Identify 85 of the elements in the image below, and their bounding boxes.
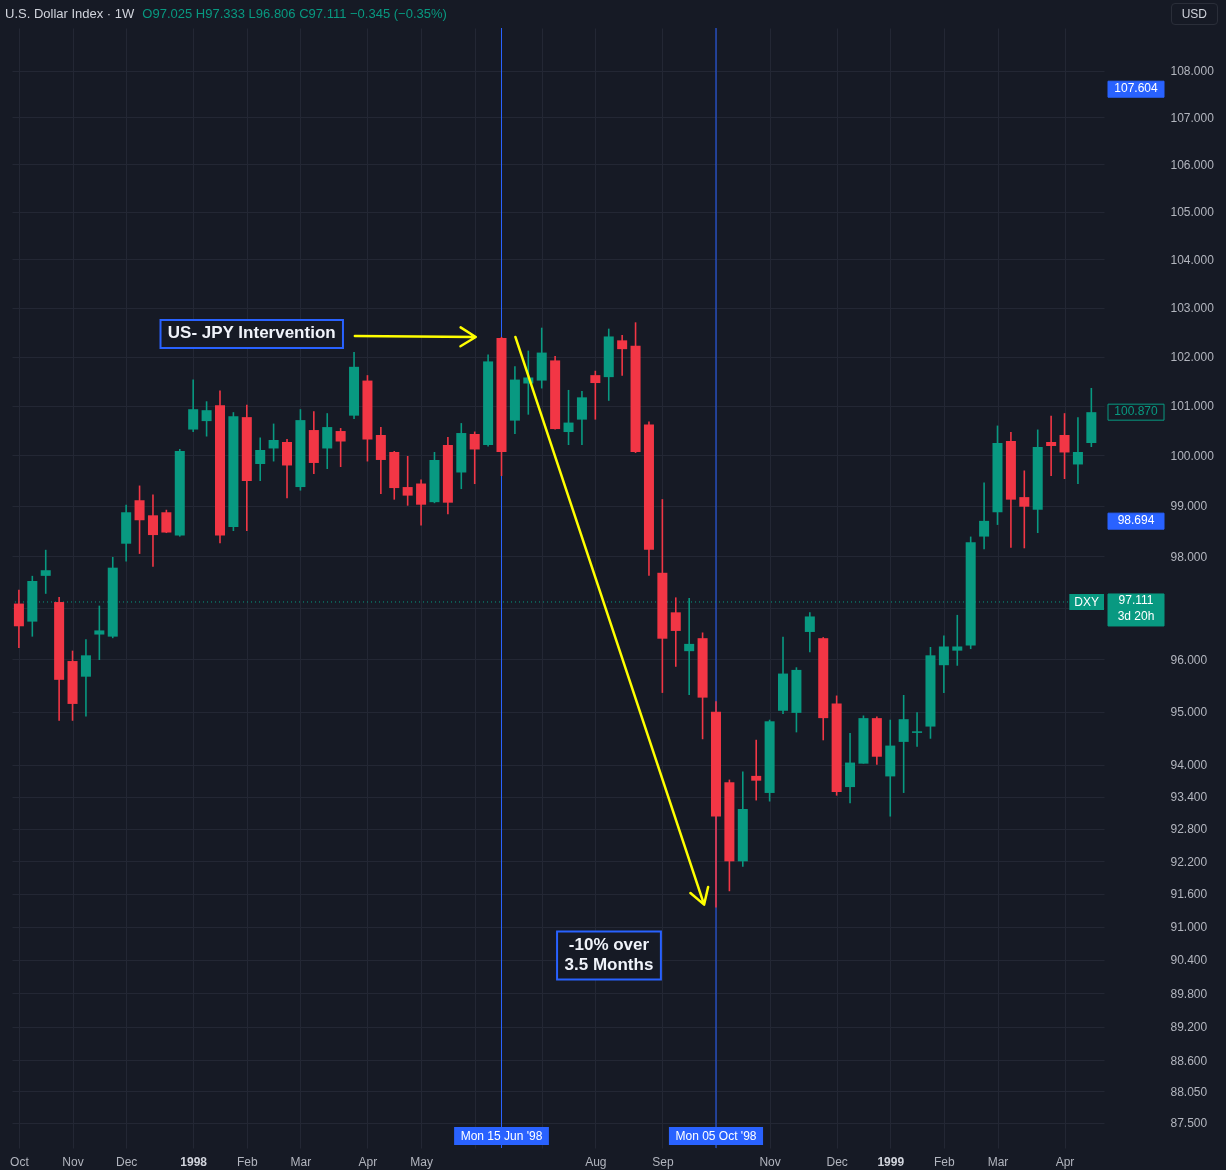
candlestick [952,614,963,667]
y-tick-label: 94.000 [1170,758,1208,773]
candlestick [335,427,346,468]
candlestick [1019,469,1030,550]
y-tick-label: 98.000 [1170,549,1208,564]
candlestick [255,436,266,482]
y-tick-label: 92.200 [1170,854,1208,869]
candlestick [402,455,413,507]
x-tick-label: Dec [826,1154,848,1169]
candlestick [188,378,199,433]
x-tick-label: Nov [759,1154,781,1169]
candlestick [469,430,480,485]
y-tick-label: 89.800 [1170,986,1208,1001]
y-tick-label: 106.000 [1170,157,1215,172]
ref-line-label: DXY [1074,594,1100,609]
y-tick-label: 91.600 [1170,887,1208,902]
x-tick-label: Aug [585,1154,607,1169]
x-tick-label: Mar [290,1154,312,1169]
candlestick [979,481,990,551]
candlestick [40,549,51,595]
y-tick-label: 89.200 [1170,1020,1208,1035]
y-tick-label: 100.000 [1170,448,1215,463]
candlestick [563,389,574,446]
x-tick-label: Sep [652,1154,674,1169]
x-tick-label: Mar [987,1154,1009,1169]
candlestick [147,493,158,568]
x-tick-label: Feb [236,1154,258,1169]
y-tick-label: 102.000 [1170,350,1215,365]
candlestick [751,738,762,802]
x-tick-label: Feb [934,1154,956,1169]
y-tick-label: 103.000 [1170,301,1215,316]
text: 100.870 [1114,403,1159,418]
candlestick [590,369,601,421]
x-tick-label: Nov [62,1154,84,1169]
y-tick-label: 87.500 [1170,1116,1208,1131]
y-tick-label: 88.600 [1170,1053,1208,1068]
y-tick-label: 95.000 [1170,705,1208,720]
y-tick-label: 107.000 [1170,110,1215,125]
x-tick-label: Dec [115,1154,138,1169]
candlestick [617,334,628,377]
y-tick-label: 88.050 [1170,1084,1208,1099]
text: 107.604 [1114,80,1159,95]
candlestick [282,438,293,499]
x-tick-label: Apr [1055,1154,1075,1169]
candlestick [1046,414,1057,477]
candlestick [1072,416,1083,485]
ref-line-label: Mon 05 Oct '98 [675,1129,757,1143]
candlestick [268,422,279,463]
x-tick-label: 1998 [180,1154,208,1169]
candlestick [134,484,145,555]
candlestick [94,604,105,661]
x-tick-label: Oct [10,1154,30,1169]
text: 98.694 [1117,512,1155,527]
chart-title: U.S. Dollar Index · 1W [5,6,135,21]
y-tick-label: 105.000 [1170,205,1215,220]
y-tick-label: 92.800 [1170,822,1208,837]
candlestick [416,478,427,527]
y-axis-title: USD [1170,3,1218,25]
candlestick [898,694,909,794]
y-tick-label: 101.000 [1170,399,1215,414]
y-tick-label: 93.400 [1170,790,1208,805]
annotation: US- JPY Intervention [167,323,336,343]
candlestick [201,400,212,438]
candlestick [322,412,333,470]
chart-subtitle: O97.025 H97.333 L96.806 C97.111 −0.345 (−0.35%) [142,6,447,21]
ref-line-label: Mon 15 Jun '98 [460,1129,543,1143]
annotation: -10% over 3.5 Months [564,935,654,975]
y-tick-label: 90.400 [1170,953,1208,968]
candlestick [80,638,91,718]
x-tick-label: 1999 [877,1154,905,1169]
y-tick-label: 108.000 [1170,64,1215,79]
text: 97.111 3d 20h [1117,593,1155,624]
candlestick [804,611,815,653]
candlestick [576,390,587,446]
candlestick [13,588,24,649]
candlestick [670,596,681,668]
candlestick [938,634,949,694]
y-tick-label: 104.000 [1170,252,1215,267]
x-tick-label: Apr [358,1154,378,1169]
candlestick [1059,412,1070,480]
candlestick [912,711,923,748]
y-tick-label: 99.000 [1170,499,1208,514]
x-tick-label: May [410,1154,433,1169]
y-tick-label: 96.000 [1170,652,1208,667]
y-tick-label: 91.000 [1170,920,1208,935]
